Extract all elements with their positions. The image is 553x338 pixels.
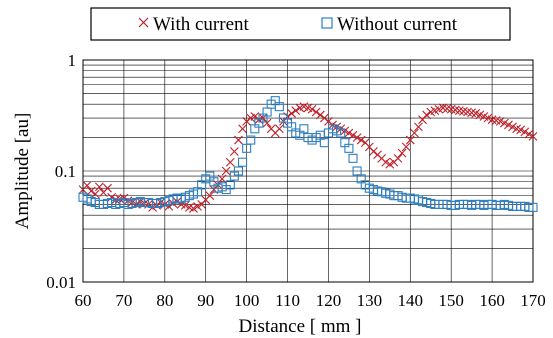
legend: With current Without current: [90, 7, 511, 41]
point-with-current: [385, 159, 395, 169]
series-layer: [78, 96, 538, 213]
point-with-current: [262, 118, 272, 128]
x-tick-label: 150: [438, 291, 464, 310]
tick-labels: 60 70 80 90 100 110 120 130 140 150 160 170 0.01 0.1 1: [46, 51, 546, 310]
y-tick-label: 1: [68, 51, 77, 70]
point-without-current: [299, 124, 309, 134]
x-tick-label: 170: [520, 291, 546, 310]
legend-marker-without-current: [321, 17, 333, 29]
point-with-current: [315, 110, 325, 120]
point-with-current: [393, 153, 403, 163]
point-with-current: [528, 132, 538, 141]
point-without-current: [242, 143, 252, 153]
legend-label-without-current: Without current: [337, 14, 458, 35]
point-with-current: [234, 135, 243, 145]
point-without-current: [319, 138, 329, 148]
point-without-current: [352, 166, 362, 176]
point-with-current: [94, 182, 104, 192]
point-with-current: [344, 128, 354, 138]
point-with-current: [524, 129, 534, 139]
point-with-current: [90, 189, 100, 199]
point-without-current: [336, 128, 346, 138]
point-with-current: [205, 191, 215, 201]
point-with-current: [238, 124, 247, 134]
point-with-current: [401, 142, 411, 152]
point-with-current: [422, 110, 432, 120]
point-with-current: [287, 109, 297, 118]
point-without-current: [233, 166, 244, 176]
point-with-current: [311, 107, 321, 117]
point-with-current: [221, 166, 231, 176]
point-with-current: [164, 201, 174, 211]
point-with-current: [397, 148, 407, 158]
point-without-current: [225, 180, 235, 190]
x-tick-label: 120: [316, 291, 342, 310]
x-tick-label: 60: [75, 291, 92, 310]
x-tick-label: 110: [275, 291, 300, 310]
point-without-current: [528, 202, 538, 212]
point-with-current: [291, 106, 301, 115]
point-with-current: [307, 104, 317, 114]
point-without-current: [246, 135, 256, 145]
point-with-current: [520, 127, 530, 137]
point-with-current: [217, 174, 227, 184]
y-tick-label: 0.01: [46, 273, 76, 292]
point-with-current: [409, 128, 419, 138]
y-axis-label: Amplitude [au]: [12, 113, 33, 230]
y-tick-label: 0.1: [55, 162, 76, 181]
legend-label-with-current: With current: [153, 14, 250, 35]
x-tick-label: 90: [197, 291, 214, 310]
point-with-current: [405, 135, 415, 145]
point-with-current: [258, 113, 268, 123]
x-tick-label: 100: [234, 291, 260, 310]
point-with-current: [103, 183, 112, 193]
point-without-current: [237, 157, 248, 167]
plot-frame: [82, 59, 534, 283]
point-without-current: [262, 107, 272, 117]
point-without-current: [344, 143, 354, 153]
point-with-current: [414, 122, 423, 132]
legend-box: [90, 7, 511, 41]
point-with-current: [229, 147, 239, 156]
series-without-current: [78, 96, 538, 212]
point-with-current: [82, 181, 92, 190]
point-without-current: [315, 130, 325, 140]
point-with-current: [189, 204, 198, 213]
legend-marker-with-current: [138, 17, 149, 28]
grid: [82, 60, 534, 283]
point-with-current: [225, 157, 235, 167]
x-tick-label: 140: [398, 291, 424, 310]
point-with-current: [381, 157, 391, 167]
point-with-current: [516, 125, 526, 135]
x-tick-label: 80: [156, 291, 173, 310]
point-with-current: [86, 186, 96, 196]
point-with-current: [356, 135, 366, 145]
series-with-current: [78, 102, 538, 213]
point-with-current: [274, 124, 284, 134]
point-with-current: [352, 133, 362, 142]
point-with-current: [348, 130, 358, 140]
x-tick-label: 130: [357, 291, 383, 310]
point-without-current: [348, 153, 358, 163]
point-without-current: [274, 102, 284, 112]
x-tick-label: 160: [479, 291, 505, 310]
x-tick-label: 70: [115, 291, 132, 310]
x-axis-label: Distance [ mm ]: [239, 316, 362, 337]
